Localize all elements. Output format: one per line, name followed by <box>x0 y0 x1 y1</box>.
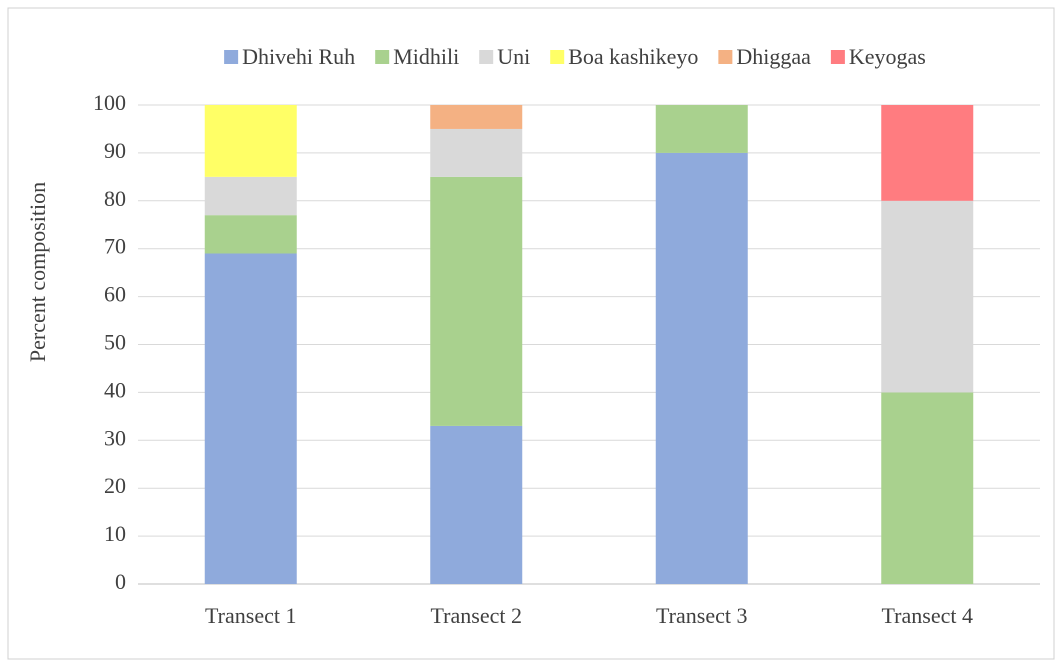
bar-segment <box>881 200 974 393</box>
bar-segment <box>204 105 297 177</box>
legend-label: Boa kashikeyo <box>568 44 698 69</box>
bar-segment <box>204 215 297 254</box>
y-tick-label: 20 <box>104 473 126 498</box>
bar-segment <box>430 105 523 129</box>
x-tick-label: Transect 3 <box>656 603 747 628</box>
legend-swatch <box>550 50 565 64</box>
bar-segment <box>204 176 297 216</box>
y-tick-label: 50 <box>104 330 126 355</box>
bar-segment <box>881 392 974 584</box>
bar-segment <box>655 105 748 153</box>
legend-swatch <box>479 50 494 64</box>
bar-segment <box>204 253 297 585</box>
bar-segment <box>430 425 523 584</box>
y-tick-label: 60 <box>104 282 126 307</box>
y-tick-label: 40 <box>104 377 126 402</box>
legend-swatch <box>830 50 845 64</box>
x-tick-label: Transect 2 <box>431 603 522 628</box>
bar-segment <box>430 128 523 177</box>
y-tick-label: 90 <box>104 138 126 163</box>
legend-swatch <box>375 50 390 64</box>
y-tick-label: 30 <box>104 425 126 450</box>
legend-label: Uni <box>497 44 530 69</box>
legend-label: Keyogas <box>849 44 926 69</box>
y-tick-label: 80 <box>104 186 126 211</box>
y-tick-label: 70 <box>104 234 126 259</box>
legend-label: Midhili <box>393 44 459 69</box>
legend-label: Dhivehi Ruh <box>242 44 355 69</box>
y-tick-label: 100 <box>93 90 126 115</box>
chart-border <box>7 7 1055 660</box>
bar-segment <box>881 105 974 201</box>
x-tick-label: Transect 4 <box>882 603 973 628</box>
y-tick-label: 0 <box>115 569 126 594</box>
y-tick-label: 10 <box>104 521 126 546</box>
y-axis-label: Percent composition <box>25 182 50 362</box>
legend-swatch <box>224 50 239 64</box>
legend-swatch <box>718 50 733 64</box>
legend-label: Dhiggaa <box>736 44 811 69</box>
bar-segment <box>430 176 523 426</box>
x-tick-label: Transect 1 <box>205 603 296 628</box>
bar-segment <box>655 152 748 584</box>
